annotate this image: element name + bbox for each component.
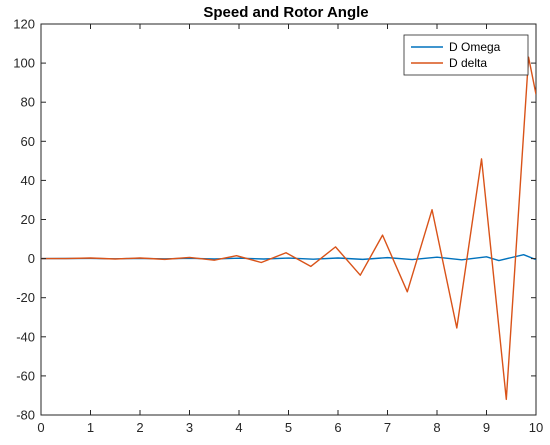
y-tick-label: -40 [16,329,35,344]
y-tick-label: -60 [16,368,35,383]
x-tick-label: 2 [136,420,143,435]
x-tick-label: 0 [37,420,44,435]
x-tick-label: 1 [87,420,94,435]
y-tick-label: 60 [21,134,35,149]
y-tick-label: 120 [13,17,35,32]
chart-title: Speed and Rotor Angle [203,4,368,21]
legend-label-1: D Omega [449,40,501,54]
legend-label-2: D delta [449,56,487,70]
y-tick-label: 100 [13,56,35,71]
x-tick-label: 6 [334,420,341,435]
x-tick-label: 5 [285,420,292,435]
y-tick-label: 40 [21,173,35,188]
series-line-2 [41,56,536,401]
y-tick-label: 80 [21,95,35,110]
x-tick-label: 10 [529,420,543,435]
x-tick-label: 7 [384,420,391,435]
plot-area [40,23,537,416]
x-tick-label: 9 [483,420,490,435]
y-tick-label: 20 [21,212,35,227]
y-tick-label: -80 [16,408,35,423]
x-tick-label: 4 [235,420,242,435]
x-tick-label: 8 [433,420,440,435]
series-group [41,56,536,401]
y-tick-label: -20 [16,290,35,305]
legend-box [403,34,529,76]
legend: D Omega D delta [403,34,529,76]
axes-group: 0 1 2 3 4 5 6 7 8 9 10 -80 -60 -40 -20 0 20 40 60 80 100 120 [13,17,543,436]
y-tick-label: 0 [28,251,35,266]
x-tick-label: 3 [186,420,193,435]
